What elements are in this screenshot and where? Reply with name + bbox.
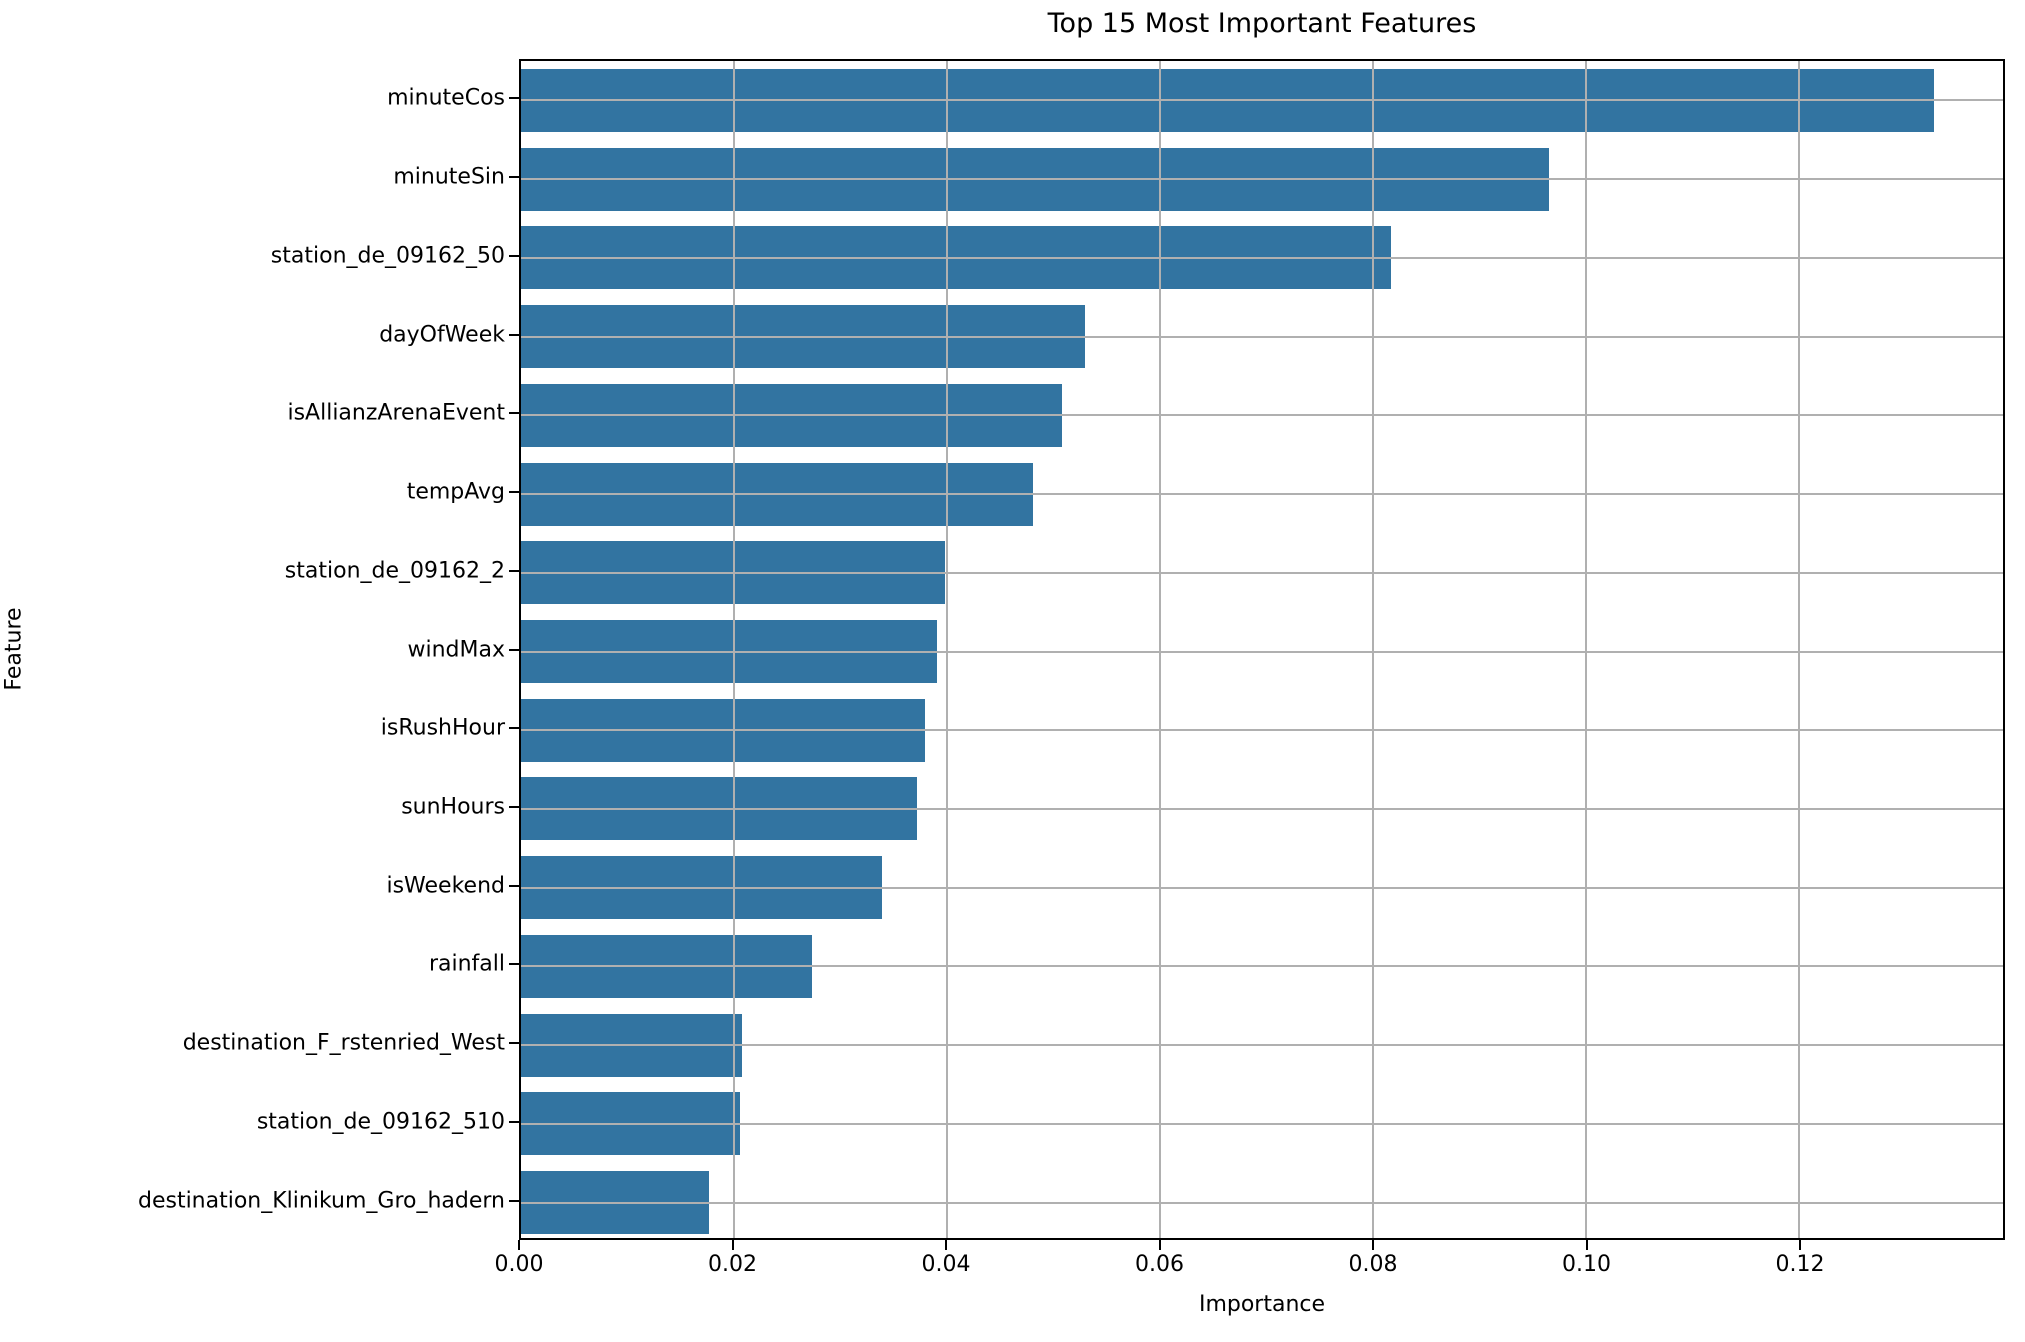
y-tick-label-dayOfWeek: dayOfWeek bbox=[379, 322, 505, 348]
y-tick-label-destination_Klinikum_Gro_hadern: destination_Klinikum_Gro_hadern bbox=[137, 1188, 505, 1214]
gridline-horizontal bbox=[521, 178, 2003, 181]
x-tick-label: 0.10 bbox=[1562, 1252, 1612, 1277]
x-tick-mark bbox=[731, 1240, 734, 1250]
x-tick-mark bbox=[1158, 1240, 1161, 1250]
gridline-horizontal bbox=[521, 965, 2003, 968]
y-tick-mark bbox=[509, 491, 519, 494]
plot-area bbox=[519, 59, 2005, 1240]
gridline-horizontal bbox=[521, 99, 2003, 102]
y-tick-mark bbox=[509, 648, 519, 651]
gridline-horizontal bbox=[521, 1201, 2003, 1204]
gridline-horizontal bbox=[521, 493, 2003, 496]
y-tick-label-rainfall: rainfall bbox=[428, 951, 505, 977]
y-tick-label-minuteCos: minuteCos bbox=[387, 85, 505, 111]
y-tick-mark bbox=[509, 1042, 519, 1045]
y-tick-mark bbox=[509, 333, 519, 336]
y-tick-label-tempAvg: tempAvg bbox=[406, 479, 505, 505]
y-tick-mark bbox=[509, 97, 519, 100]
y-tick-mark bbox=[509, 254, 519, 257]
gridline-horizontal bbox=[521, 256, 2003, 259]
gridline-horizontal bbox=[521, 335, 2003, 338]
gridline-vertical bbox=[1584, 61, 1587, 1238]
gridline-vertical bbox=[1158, 61, 1161, 1238]
x-tick-mark bbox=[1372, 1240, 1375, 1250]
y-tick-mark bbox=[509, 805, 519, 808]
y-tick-mark bbox=[509, 412, 519, 415]
y-tick-mark bbox=[509, 884, 519, 887]
y-tick-mark bbox=[509, 1199, 519, 1202]
gridline-horizontal bbox=[521, 414, 2003, 417]
gridline-horizontal bbox=[521, 729, 2003, 732]
y-tick-mark bbox=[509, 727, 519, 730]
y-tick-label-sunHours: sunHours bbox=[401, 794, 505, 820]
gridline-horizontal bbox=[521, 807, 2003, 810]
gridline-horizontal bbox=[521, 1044, 2003, 1047]
gridline-horizontal bbox=[521, 650, 2003, 653]
y-tick-label-isAllianzArenaEvent: isAllianzArenaEvent bbox=[287, 400, 505, 426]
gridline-vertical bbox=[945, 61, 948, 1238]
x-tick-mark bbox=[945, 1240, 947, 1250]
gridline-horizontal bbox=[521, 571, 2003, 574]
gridline-vertical bbox=[1371, 61, 1374, 1238]
y-tick-mark bbox=[509, 1120, 519, 1123]
y-tick-mark bbox=[509, 963, 519, 966]
x-tick-mark bbox=[1799, 1240, 1802, 1250]
y-tick-label-destination_F_rstenried_West: destination_F_rstenried_West bbox=[182, 1030, 505, 1056]
x-axis-label: Importance bbox=[1198, 1292, 1326, 1317]
x-tick-mark bbox=[518, 1240, 520, 1250]
y-tick-label-minuteSin: minuteSin bbox=[393, 164, 505, 190]
x-tick-label: 0.00 bbox=[494, 1252, 544, 1277]
gridline-horizontal bbox=[521, 1122, 2003, 1125]
gridline-vertical bbox=[1797, 61, 1800, 1238]
grid-layer bbox=[521, 61, 2003, 1238]
chart-title: Top 15 Most Important Features bbox=[1047, 8, 1477, 39]
y-tick-label-windMax: windMax bbox=[407, 637, 506, 662]
y-axis-label: Feature bbox=[1, 607, 27, 691]
x-tick-label: 0.06 bbox=[1135, 1252, 1185, 1277]
y-tick-label-station_de_09162_50: station_de_09162_50 bbox=[270, 243, 505, 269]
x-tick-label: 0.08 bbox=[1348, 1252, 1398, 1277]
x-tick-mark bbox=[1585, 1240, 1588, 1250]
gridline-vertical bbox=[732, 61, 735, 1238]
x-tick-label: 0.02 bbox=[708, 1252, 757, 1277]
x-tick-label: 0.12 bbox=[1775, 1252, 1825, 1277]
y-tick-mark bbox=[509, 176, 519, 179]
y-tick-mark bbox=[509, 569, 519, 572]
y-tick-label-isRushHour: isRushHour bbox=[380, 715, 505, 741]
y-tick-label-station_de_09162_510: station_de_09162_510 bbox=[256, 1109, 505, 1135]
y-tick-label-isWeekend: isWeekend bbox=[386, 873, 505, 899]
gridline-horizontal bbox=[521, 886, 2003, 889]
y-tick-label-station_de_09162_2: station_de_09162_2 bbox=[284, 558, 505, 584]
x-tick-label: 0.04 bbox=[921, 1252, 971, 1277]
